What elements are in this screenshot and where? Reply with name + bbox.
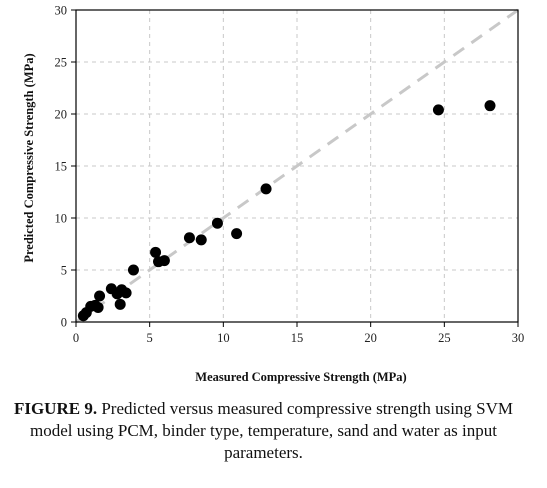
data-point: [150, 246, 162, 258]
x-tick-label: 10: [217, 331, 230, 345]
data-point: [211, 217, 223, 229]
x-tick-label: 20: [364, 331, 377, 345]
y-tick-label: 15: [55, 160, 68, 174]
x-axis-title: Measured Compressive Strength (MPa): [195, 370, 406, 384]
y-tick-label: 25: [55, 56, 68, 70]
figure-caption: FIGURE 9. Predicted versus measured comp…: [0, 398, 547, 464]
x-tick-label: 0: [73, 331, 79, 345]
y-tick-label: 20: [55, 108, 68, 122]
x-tick-label: 15: [291, 331, 304, 345]
y-axis-ticks: 0 5 10 15 20 25 30: [55, 4, 76, 330]
data-point: [195, 234, 207, 246]
data-point: [231, 228, 243, 240]
data-point: [484, 100, 496, 112]
data-point: [158, 255, 170, 267]
x-tick-label: 5: [147, 331, 153, 345]
scatter-plot: 0 5 10 15 20 25 30 0 5 10 15 20 25 30 Measured Compr…: [22, 4, 524, 385]
data-point: [114, 298, 126, 310]
y-tick-label: 10: [55, 212, 68, 226]
data-point: [127, 264, 139, 276]
chart: 0 5 10 15 20 25 30 0 5 10 15 20 25 30 Measured Compr…: [22, 4, 524, 385]
x-axis-ticks: 0 5 10 15 20 25 30: [73, 322, 524, 345]
caption-text: Predicted versus measured compressive st…: [30, 399, 514, 462]
y-axis-title: Predicted Compressive Strength (MPa): [22, 53, 36, 262]
data-point: [120, 287, 132, 299]
caption-figure-number: FIGURE 9.: [13, 399, 98, 418]
data-points: [77, 100, 496, 322]
data-point: [94, 290, 106, 302]
x-tick-label: 25: [438, 331, 451, 345]
reference-line: [75, 8, 519, 324]
data-point: [183, 232, 195, 244]
y-tick-label: 0: [61, 316, 67, 330]
data-point: [92, 301, 104, 313]
data-point: [260, 183, 272, 195]
data-point: [432, 104, 444, 116]
y-tick-label: 30: [55, 4, 68, 18]
y-tick-label: 5: [61, 264, 67, 278]
x-tick-label: 30: [512, 331, 525, 345]
